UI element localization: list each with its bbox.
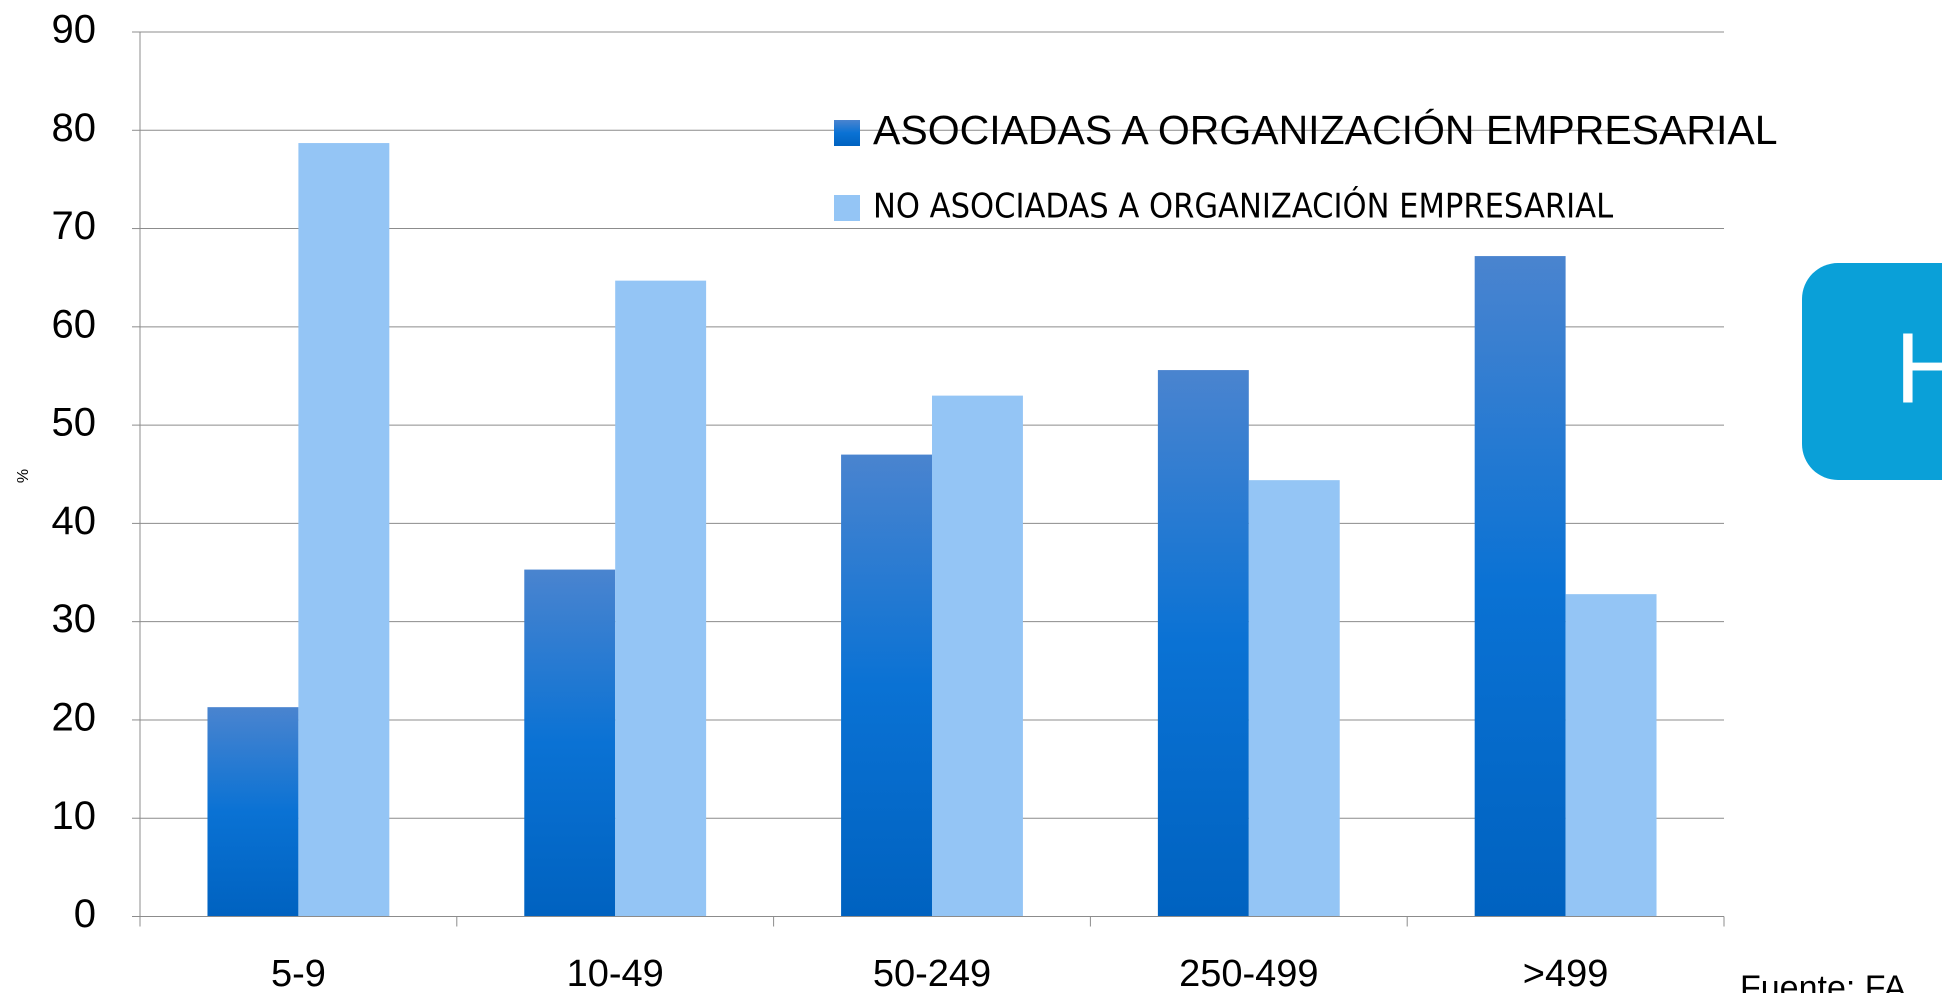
y-tick-label: 60 [52, 302, 97, 346]
y-tick-label: 30 [52, 597, 97, 641]
y-tick-label: 10 [52, 794, 97, 838]
bar [207, 707, 299, 917]
bar [1565, 594, 1657, 917]
y-tick-label: 90 [52, 8, 97, 52]
legend-label: NO ASOCIADAS A ORGANIZACIÓN EMPRESARIAL [873, 186, 1613, 227]
y-tick-label: 80 [52, 106, 97, 150]
bar [524, 569, 616, 917]
x-tick-label: >499 [1523, 953, 1609, 993]
bar [1474, 256, 1566, 917]
side-box [1802, 263, 1942, 480]
bar [1157, 370, 1249, 917]
legend-label: ASOCIADAS A ORGANIZACIÓN EMPRESARIAL [873, 107, 1778, 153]
bar [841, 454, 932, 917]
y-tick-label: 20 [52, 696, 97, 740]
x-tick-label: 50-249 [873, 953, 991, 993]
bar [1248, 480, 1340, 917]
y-tick-label: 40 [52, 499, 97, 543]
x-tick-label: 250-499 [1179, 953, 1318, 993]
legend-swatch [834, 120, 860, 146]
y-tick-label: 0 [74, 892, 96, 936]
y-axis-label: % [15, 469, 32, 483]
x-tick-label: 10-49 [567, 953, 664, 993]
bar [932, 395, 1023, 917]
bar [298, 143, 390, 917]
bar [615, 280, 707, 917]
legend-swatch [834, 195, 860, 221]
y-tick-label: 50 [52, 401, 97, 445]
y-tick-label: 70 [52, 204, 97, 248]
side-box-text: H [1895, 312, 1942, 424]
x-tick-label: 5-9 [271, 953, 326, 993]
source-note: Fuente: FA [1740, 969, 1907, 993]
